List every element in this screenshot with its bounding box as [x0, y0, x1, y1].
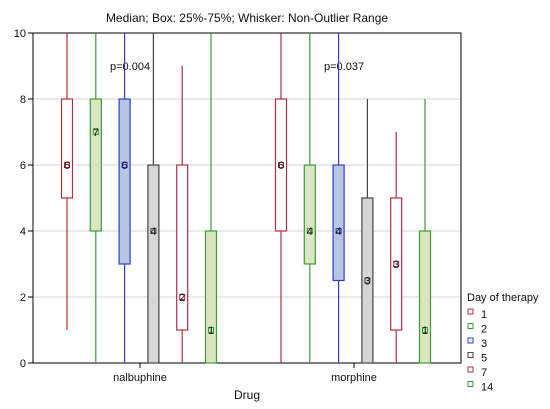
median-label: 3: [364, 276, 370, 288]
box-nalbuphine-day-5: 4: [147, 33, 160, 364]
median-marker: [208, 327, 214, 333]
median-marker: [393, 261, 400, 267]
median-label: 1: [422, 325, 428, 337]
chart-title: Median; Box: 25%-75%; Whisker: Non-Outli…: [106, 11, 388, 25]
x-tick-label-morphine: morphine: [331, 372, 377, 384]
median-label: 4: [307, 226, 313, 238]
axes: 0 2 4 6 8 10 nalbuphine morphine p=0.004 p=0.037: [14, 28, 462, 384]
legend-title: Day of therapy: [467, 292, 539, 304]
iqr-box: [204, 230, 218, 364]
median-marker: [64, 162, 70, 168]
legend-marker: [467, 352, 474, 358]
box-nalbuphine-day-7: 2: [176, 66, 189, 363]
box-nalbuphine-day-1: 6: [60, 33, 74, 330]
median-label: 4: [150, 226, 156, 238]
iqr-box: [60, 98, 74, 199]
median-label: 7: [93, 127, 99, 139]
iqr-box: [147, 164, 160, 364]
legend-item-14: 14: [481, 382, 493, 394]
p-value-annotation: p=0.037: [324, 61, 364, 73]
iqr-box: [118, 98, 131, 265]
iqr-box: [361, 197, 374, 364]
legend-item-3: 3: [481, 338, 487, 350]
legend-marker: [467, 308, 474, 315]
median-marker: [179, 294, 186, 300]
box-series: 6 7 6 4 2 1 6 4 4 3 3 1: [60, 33, 432, 364]
legend-marker: [467, 323, 474, 329]
y-tick-label: 10: [14, 28, 26, 40]
y-tick-label: 0: [20, 358, 26, 370]
box-nalbuphine-day-14: 1: [204, 33, 218, 364]
median-label: 6: [122, 160, 128, 172]
median-marker: [121, 162, 128, 168]
legend-item-5: 5: [481, 353, 487, 365]
median-label: 6: [64, 160, 70, 172]
x-axis-label: Drug: [234, 388, 260, 402]
median-label: 1: [208, 325, 214, 337]
box-morphine-day-3: 4: [332, 33, 345, 363]
y-tick-label: 8: [20, 94, 26, 106]
legend-marker: [467, 337, 474, 344]
median-marker: [150, 228, 157, 234]
median-marker: [92, 129, 99, 135]
legend-marker: [467, 366, 474, 373]
iqr-box: [390, 197, 403, 331]
legend-marker: [467, 381, 474, 387]
grid-lines: [33, 98, 461, 298]
p-value-annotation: p=0.004: [110, 61, 150, 73]
iqr-box: [332, 164, 345, 282]
box-morphine-day-2: 4: [303, 33, 316, 363]
median-marker: [335, 228, 342, 234]
y-tick-label: 2: [20, 292, 26, 304]
x-tick-label-nalbuphine: nalbuphine: [113, 372, 167, 384]
plot-frame: [32, 32, 462, 364]
iqr-box: [176, 164, 189, 331]
iqr-box: [303, 164, 316, 265]
median-marker: [364, 277, 371, 284]
median-label: 3: [393, 259, 399, 271]
legend-item-1: 1: [481, 309, 487, 321]
box-morphine-day-5: 3: [361, 99, 374, 364]
median-marker: [422, 327, 428, 333]
legend-item-2: 2: [481, 324, 487, 336]
median-label: 6: [278, 160, 284, 172]
box-nalbuphine-day-2: 7: [89, 33, 102, 363]
box-morphine-day-14: 1: [418, 99, 432, 364]
y-tick-label: 4: [20, 226, 26, 238]
box-morphine-day-1: 6: [274, 33, 288, 363]
iqr-box: [89, 98, 102, 232]
iqr-box: [418, 230, 432, 364]
median-marker: [278, 162, 284, 168]
box-nalbuphine-day-3: 6: [118, 33, 131, 363]
y-tick-label: 6: [20, 160, 26, 172]
median-label: 2: [179, 292, 185, 304]
box-morphine-day-7: 3: [390, 132, 403, 363]
legend: Day of therapy 1 2 3 5 7 14: [467, 292, 539, 394]
legend-item-7: 7: [481, 367, 487, 379]
iqr-box: [274, 98, 288, 232]
median-marker: [306, 228, 313, 234]
median-label: 4: [336, 226, 342, 238]
